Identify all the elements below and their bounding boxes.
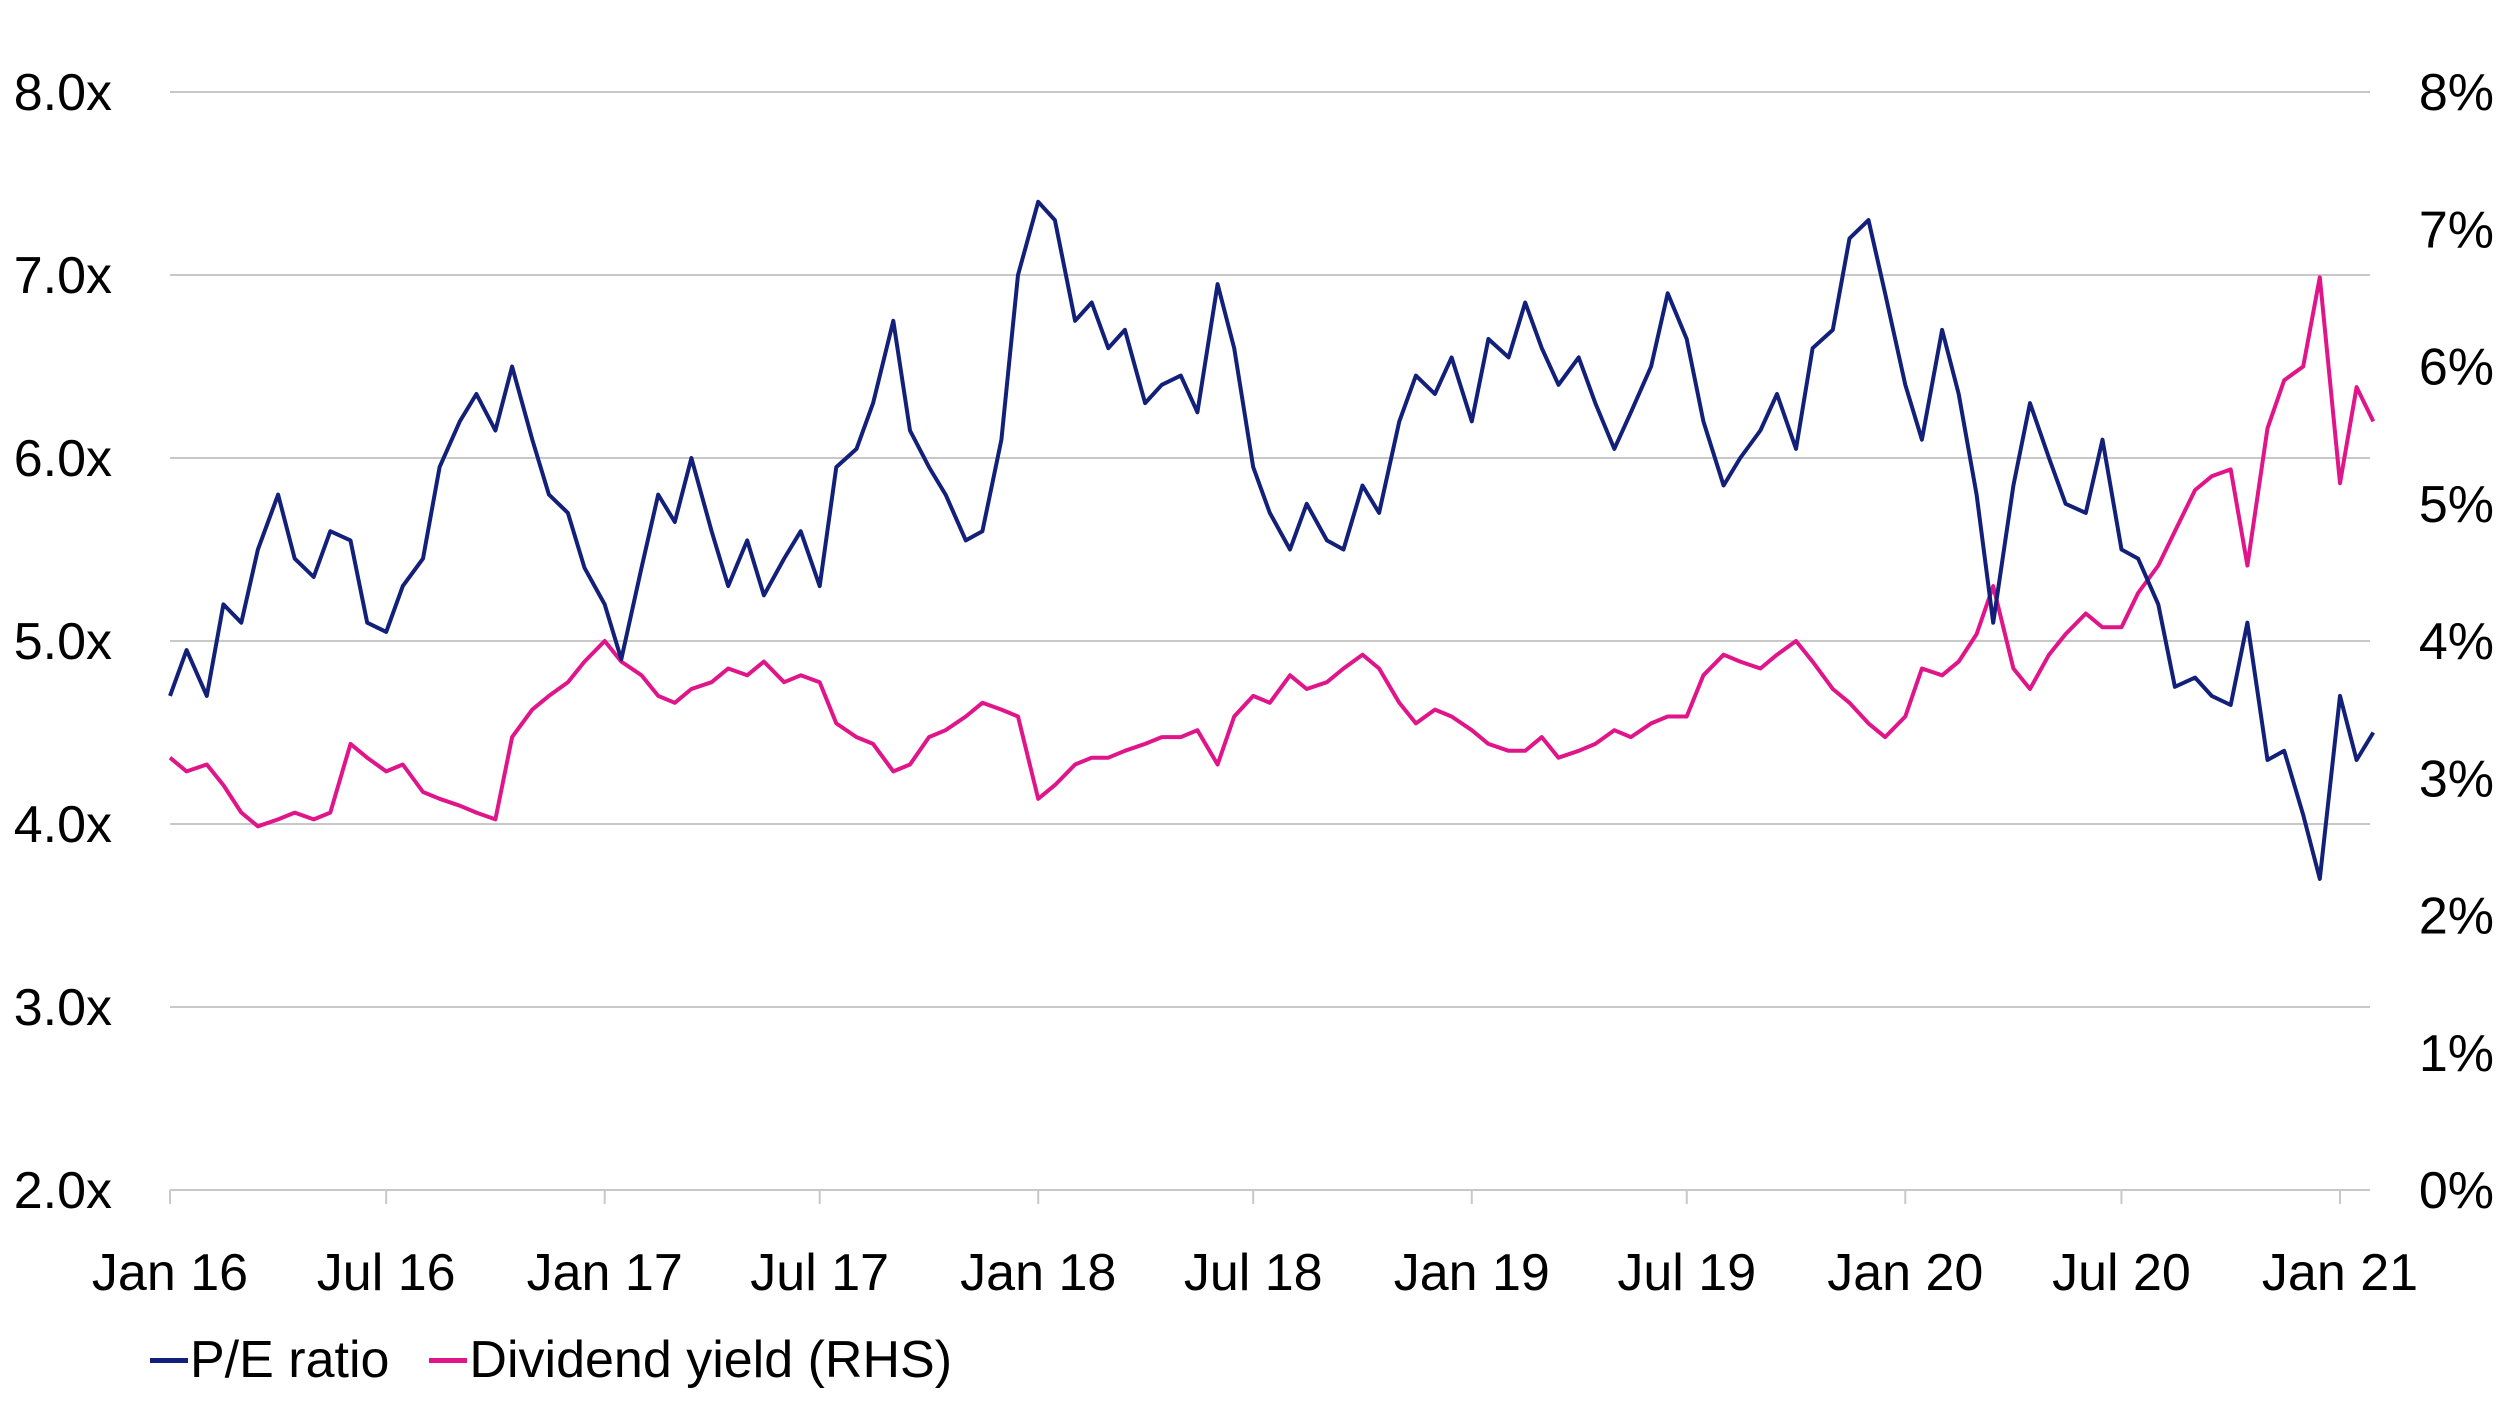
- legend: P/E ratio Dividend yield (RHS): [150, 1330, 992, 1390]
- y-left-tick-label: 4.0x: [14, 796, 112, 854]
- y-right-tick-label: 6%: [2419, 339, 2494, 397]
- y-axis-left: 2.0x 3.0x 4.0x 5.0x 6.0x 7.0x 8.0x: [14, 64, 112, 1220]
- y-right-tick-label: 7%: [2419, 201, 2494, 259]
- y-right-tick-label: 3%: [2419, 750, 2494, 808]
- x-tick-label: Jan 18: [960, 1244, 1116, 1302]
- x-tick-label: Jan 21: [2262, 1244, 2418, 1302]
- x-tick-label: Jan 17: [527, 1244, 683, 1302]
- y-axis-right: 0% 1% 2% 3% 4% 5% 6% 7% 8%: [2419, 64, 2494, 1220]
- series-line-dividend-yield: [168, 275, 2376, 829]
- x-tick-label: Jan 16: [92, 1244, 248, 1302]
- legend-item-yield: Dividend yield (RHS): [429, 1330, 952, 1390]
- legend-swatch-yield: [429, 1357, 468, 1363]
- y-left-tick-label: 2.0x: [14, 1162, 112, 1220]
- x-tick-label: Jan 19: [1394, 1244, 1550, 1302]
- y-left-tick-label: 7.0x: [14, 247, 112, 305]
- x-tick-label: Jul 20: [2052, 1244, 2191, 1302]
- series-line-pe-ratio: [168, 199, 2376, 881]
- x-tick-label: Jul 19: [1617, 1244, 1756, 1302]
- legend-swatch-pe: [150, 1357, 188, 1363]
- legend-item-pe: P/E ratio: [150, 1330, 389, 1390]
- y-left-tick-label: 8.0x: [14, 64, 112, 122]
- y-right-tick-label: 1%: [2419, 1025, 2494, 1083]
- legend-label-pe: P/E ratio: [190, 1331, 390, 1389]
- x-axis: Jan 16 Jul 16 Jan 17 Jul 17 Jan 18 Jul 18 Jan …: [92, 1189, 2418, 1302]
- y-left-tick-label: 5.0x: [14, 613, 112, 671]
- x-tick-label: Jul 17: [750, 1244, 889, 1302]
- y-right-tick-label: 8%: [2419, 64, 2494, 122]
- y-left-tick-label: 6.0x: [14, 430, 112, 488]
- y-left-tick-label: 3.0x: [14, 979, 112, 1037]
- gridlines: [170, 91, 2370, 1008]
- legend-label-yield: Dividend yield (RHS): [469, 1331, 953, 1389]
- y-right-tick-label: 4%: [2419, 613, 2494, 671]
- y-right-tick-label: 2%: [2419, 888, 2494, 946]
- y-right-tick-label: 5%: [2419, 476, 2494, 534]
- series-lines: [168, 199, 2376, 881]
- x-tick-label: Jul 16: [317, 1244, 456, 1302]
- y-right-tick-label: 0%: [2419, 1162, 2494, 1220]
- x-tick-label: Jul 18: [1184, 1244, 1323, 1302]
- x-tick-label: Jan 20: [1827, 1244, 1983, 1302]
